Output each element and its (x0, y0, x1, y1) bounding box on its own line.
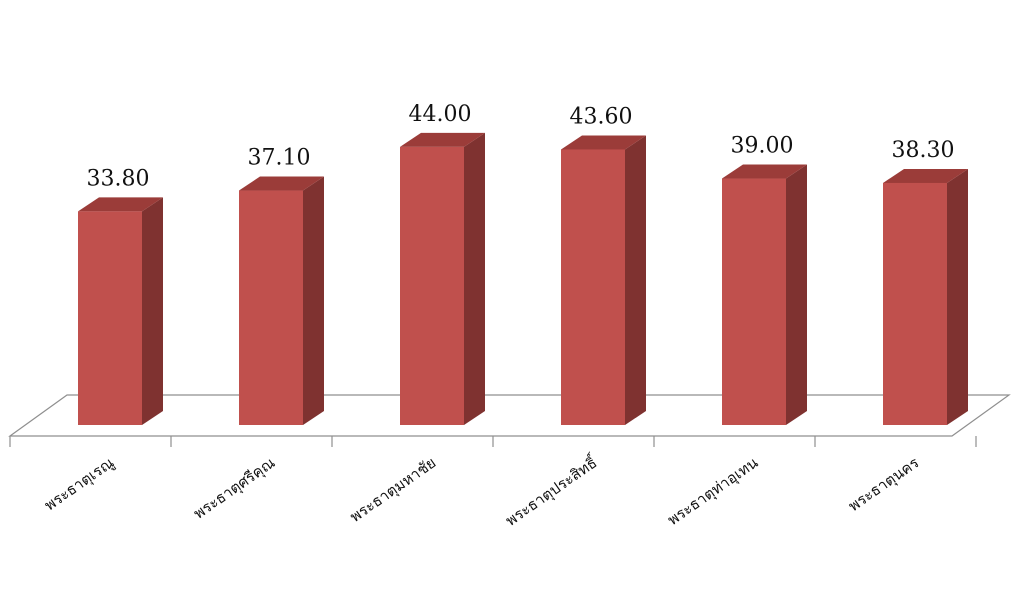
bar-front-face (400, 146, 464, 426)
bar (561, 135, 646, 425)
chart-floor (8, 394, 1011, 437)
bar-front-face (239, 190, 303, 425)
data-label: 43.60 (570, 104, 633, 129)
floor-plane (8, 394, 1011, 437)
bar-top-face (883, 168, 968, 183)
category-label: พระธาตุศรีคุณ (190, 453, 279, 523)
bar-side-face (142, 197, 163, 425)
bar-side-face (303, 176, 324, 425)
bar-side-face (625, 135, 646, 425)
bar-side-face (786, 164, 807, 425)
category-label: พระธาตุท่าอุเทน (664, 454, 762, 530)
data-label: 37.10 (248, 146, 311, 171)
bar-series (78, 132, 968, 426)
bar-front-face (722, 178, 786, 425)
data-label: 38.30 (892, 138, 955, 163)
bar (400, 132, 485, 426)
category-axis-labels: พระธาตุเรณู พระธาตุศรีคุณ พระธาตุมหาชัย พระ… (41, 451, 923, 531)
bar-side-face (947, 168, 968, 425)
bar-side-face (464, 132, 485, 426)
data-labels: 33.80 37.10 44.00 43.60 39.00 38.30 (87, 102, 955, 191)
bar (722, 164, 807, 425)
data-label: 33.80 (87, 166, 150, 191)
category-axis-ticks (9, 436, 977, 447)
bar (239, 176, 324, 425)
bar-top-face (239, 176, 324, 191)
bar (78, 197, 163, 425)
bar-front-face (561, 149, 625, 425)
bar-front-face (883, 182, 947, 425)
bar-top-face (561, 135, 646, 150)
bar-top-face (400, 132, 485, 147)
category-label: พระธาตุเรณู (41, 453, 118, 515)
category-label: พระธาตุมหาชัย (347, 454, 440, 527)
bar-top-face (722, 164, 807, 179)
category-label: พระธาตุประสิทธิ์ (501, 451, 602, 531)
data-label: 44.00 (409, 102, 472, 127)
data-label: 39.00 (731, 134, 794, 159)
bar-top-face (78, 197, 163, 212)
category-label: พระธาตุนคร (845, 454, 923, 516)
bar-front-face (78, 211, 142, 425)
bar (883, 168, 968, 425)
